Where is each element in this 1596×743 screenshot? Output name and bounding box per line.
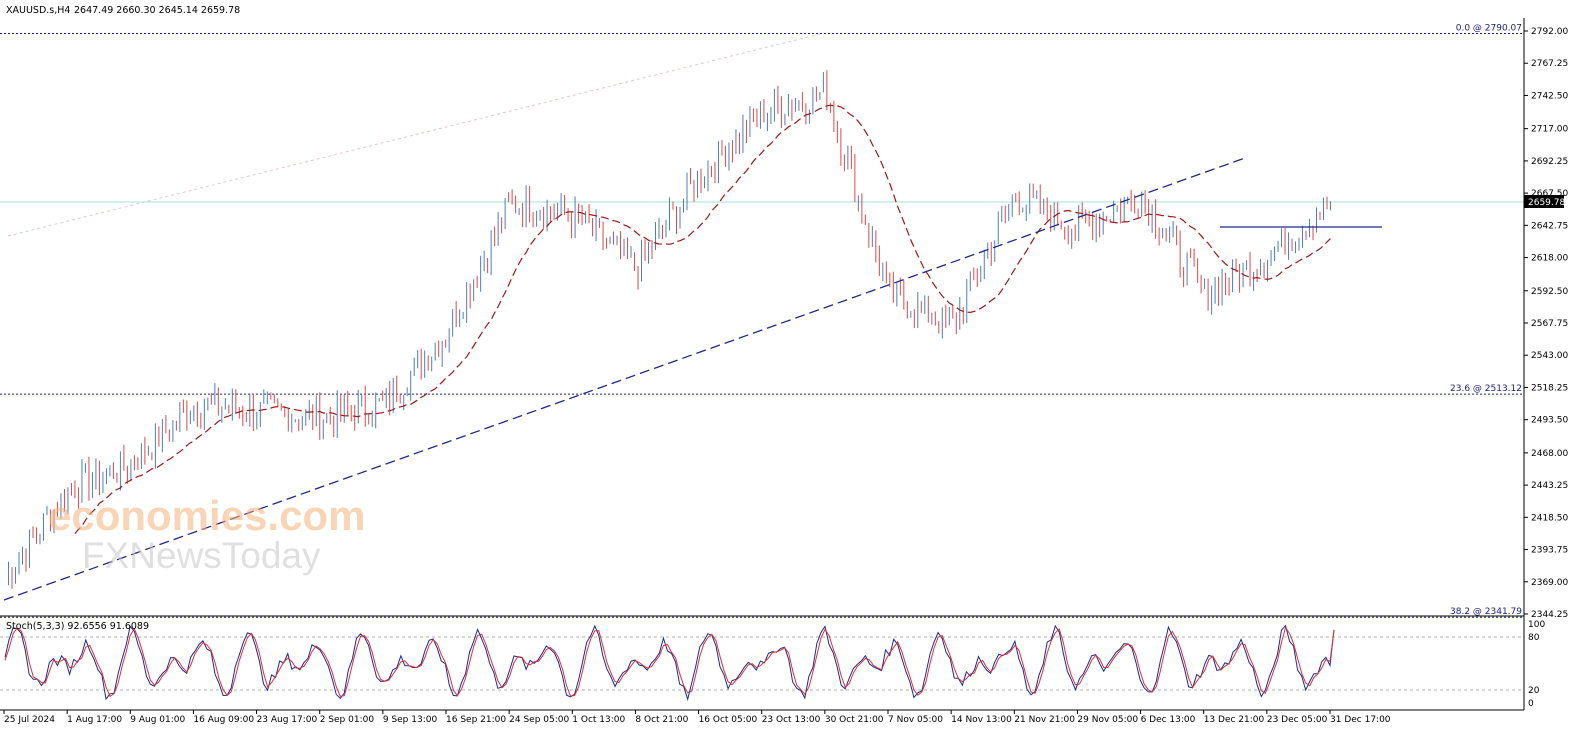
moving-average-line <box>74 104 1331 534</box>
time-tick-label: 23 Dec 05:00 <box>1267 715 1328 725</box>
price-tick-label: 2692.25 <box>1531 157 1568 167</box>
price-tick-label: 2443.25 <box>1531 481 1568 491</box>
time-tick-label: 16 Aug 09:00 <box>193 715 254 725</box>
symbol-title: XAUUSD.s,H4 <box>6 5 70 16</box>
time-tick-label: 30 Oct 21:00 <box>825 715 884 725</box>
time-tick-label: 31 Dec 17:00 <box>1330 715 1391 725</box>
time-tick-label: 29 Nov 05:00 <box>1077 715 1138 725</box>
stoch-level-label: 20 <box>1528 686 1540 696</box>
time-tick-label: 6 Dec 13:00 <box>1141 715 1196 725</box>
time-tick-label: 23 Aug 17:00 <box>257 715 318 725</box>
fib-level-label: 0.0 @ 2790.07 <box>1456 24 1522 34</box>
stoch-level-label: 80 <box>1528 633 1540 643</box>
price-tick-label: 2618.00 <box>1531 254 1568 264</box>
time-tick-label: 14 Nov 13:00 <box>951 715 1012 725</box>
price-tick-label: 2393.75 <box>1531 546 1568 556</box>
watermark: economies.com FXNewsToday <box>48 492 365 576</box>
price-tick-label: 2518.25 <box>1531 383 1568 393</box>
price-tick-label: 2468.00 <box>1531 449 1568 459</box>
price-tick-label: 2742.50 <box>1531 91 1568 101</box>
time-tick-label: 8 Oct 21:00 <box>635 715 688 725</box>
price-tick-label: 2717.00 <box>1531 125 1568 135</box>
stoch-label: Stoch(5,3,3) 92.6556 91.6089 <box>6 621 149 632</box>
stoch-main-line <box>4 624 1335 702</box>
stoch-level-label: 100 <box>1528 620 1545 630</box>
price-tick-label: 2418.50 <box>1531 513 1568 523</box>
price-axis[interactable]: 2792.00 2767.25 2742.50 2717.00 2692.25 2667.… <box>1523 18 1568 710</box>
stoch-signal-line <box>4 626 1335 698</box>
time-tick-label: 23 Oct 13:00 <box>762 715 821 725</box>
watermark-brand: economies.com <box>48 492 365 539</box>
price-tick-label: 2767.25 <box>1531 59 1568 69</box>
fib-level-label: 23.6 @ 2513.12 <box>1450 384 1522 394</box>
watermark-brand-sub: FXNewsToday <box>82 535 321 576</box>
fibonacci-levels: 0.0 @ 2790.07 23.6 @ 2513.12 38.2 @ 2341.7… <box>0 24 1524 618</box>
time-tick-label: 7 Nov 05:00 <box>888 715 943 725</box>
main-pane[interactable]: 0.0 @ 2790.07 23.6 @ 2513.12 38.2 @ 2341.7… <box>0 24 1524 618</box>
time-tick-label: 9 Aug 01:00 <box>130 715 185 725</box>
time-tick-label: 24 Sep 05:00 <box>509 715 569 725</box>
stoch-axis: 100 80 20 0 <box>1528 620 1545 709</box>
time-tick-label: 9 Sep 13:00 <box>383 715 438 725</box>
price-tick-label: 2543.00 <box>1531 351 1568 361</box>
time-tick-label: 21 Nov 21:00 <box>1014 715 1075 725</box>
time-tick-label: 2 Sep 01:00 <box>320 715 375 725</box>
time-tick-label: 13 Dec 21:00 <box>1204 715 1265 725</box>
price-tick-label: 2369.00 <box>1531 578 1568 588</box>
ohlc-readout: 2647.49 2660.30 2645.14 2659.78 <box>74 5 240 16</box>
time-tick-label: 1 Oct 13:00 <box>572 715 625 725</box>
time-tick-label: 25 Jul 2024 <box>4 715 55 725</box>
current-price-label: 2659.78 <box>1528 198 1565 208</box>
time-axis[interactable]: 25 Jul 2024 1 Aug 17:00 9 Aug 01:00 16 Aug … <box>0 709 1524 725</box>
price-tick-label: 2667.50 <box>1531 189 1568 199</box>
time-tick-label: 16 Oct 05:00 <box>699 715 758 725</box>
price-tick-label: 2642.75 <box>1531 221 1568 231</box>
price-tick-label: 2493.50 <box>1531 416 1568 426</box>
stochastic-pane[interactable]: Stoch(5,3,3) 92.6556 91.6089 100 80 20 0 <box>0 620 1545 709</box>
price-tick-label: 2592.50 <box>1531 287 1568 297</box>
stoch-level-label: 0 <box>1528 699 1534 709</box>
candlesticks <box>7 70 1332 589</box>
time-tick-label: 16 Sep 21:00 <box>446 715 506 725</box>
time-tick-label: 1 Aug 17:00 <box>67 715 122 725</box>
price-tick-label: 2344.25 <box>1531 610 1568 620</box>
price-tick-label: 2792.00 <box>1531 27 1568 37</box>
rising-trendline[interactable] <box>3 157 1246 601</box>
fib-level-label: 38.2 @ 2341.79 <box>1450 607 1522 617</box>
price-tick-label: 2567.75 <box>1531 319 1568 329</box>
current-price-marker: 2659.78 <box>1524 195 1565 208</box>
